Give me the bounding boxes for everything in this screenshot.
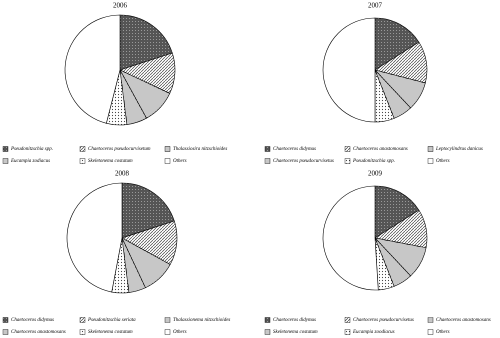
legend-label: Chaetoceros anastomosans [353,147,408,152]
legend-label: Eucampia zodiacus [10,159,50,164]
legend-label: Others [436,159,450,164]
pie-slice [322,17,376,123]
legend-swatch [164,146,171,152]
legend-swatch [2,158,9,164]
legend-label: Pseudonitzschia spp. [352,159,395,164]
legend-label: Leptocylindrus danicus [435,147,483,152]
legend-swatch [264,146,271,152]
pie-slice [374,17,420,71]
legend-swatch [427,329,434,335]
chart-title: 2009 [368,170,383,178]
legend-swatch [79,329,86,335]
pie-slice [121,182,175,239]
legend-swatch [427,158,434,164]
legend-swatch [79,146,86,152]
legend-swatch [344,317,351,323]
legend-swatch [344,146,351,152]
legend-label: Others [173,159,187,164]
legend-label: Chaetoceros didymus [273,318,316,323]
legend-swatch [2,329,9,335]
legend-label: Skeletonema costatum [88,330,133,335]
chart-title: 2008 [115,170,130,178]
pie-slice [66,182,123,293]
legend-swatch [344,329,351,335]
legend-label: Chaetoceros didymus [273,147,316,152]
chart-title: 2007 [368,2,383,10]
legend-label: Thalassiosira nitzschioides [173,147,227,152]
legend-label: Chaetoceros anastomosans [11,330,66,335]
legend-label: Pseudonitzschia seriata [87,318,136,323]
pie-slice [64,14,121,124]
legend-swatch [427,146,434,152]
pie-slice [119,14,173,71]
legend-swatch [164,317,171,323]
legend-label: Chaetoceros pseudocurvisetus [273,159,334,164]
legend-swatch [344,158,351,164]
legend-swatch [427,317,434,323]
legend-swatch [79,317,86,323]
legend-label: Thalassionema nitzschioides [173,318,230,323]
legend-swatch [164,329,171,335]
legend-label: Skeletonema costatum [88,159,133,164]
legend-swatch [264,329,271,335]
legend-swatch [79,158,86,164]
legend-label: Chaetoceros didymus [11,318,54,323]
legend-swatch [2,317,9,323]
legend-label: Eucampia zoodiacus [352,330,395,335]
legend-swatch [164,158,171,164]
legend-label: Chaetoceros anastomosans [436,318,491,323]
pie-slice [374,185,420,239]
legend-label: Skeletonema costatum [273,330,318,335]
pie-slice [322,185,379,291]
legend-label: Chaetoceros pseudocurvisetum [88,147,151,152]
legend-swatch [264,158,271,164]
legend-label: Others [436,330,450,335]
legend-swatch [2,146,9,152]
chart-title: 2006 [113,2,128,10]
legend-swatch [264,317,271,323]
legend-label: Others [173,330,187,335]
legend-label: Chaetoceros pseudocurvisetus [353,318,414,323]
legend-label: Pseudonitzschia spp. [10,147,53,152]
